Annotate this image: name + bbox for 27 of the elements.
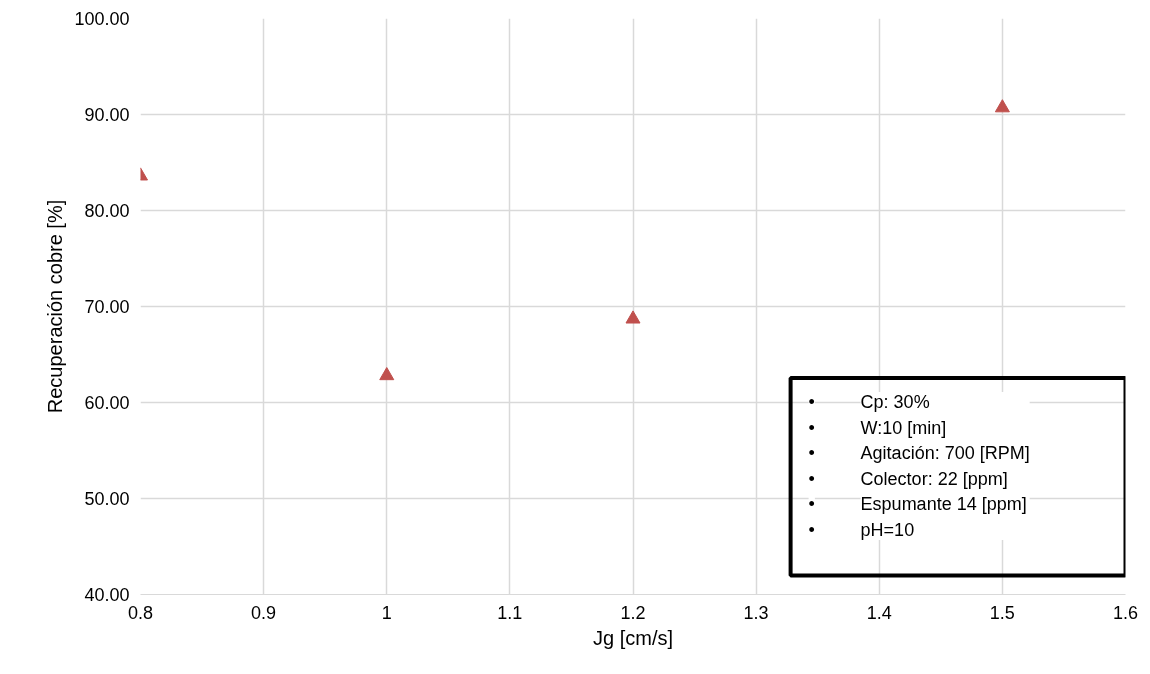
- x-tick-label: 1.2: [620, 602, 646, 623]
- text: • pH=10: [808, 519, 915, 540]
- text: • Agitación: 700 [RPM]: [808, 443, 1030, 464]
- y-tick-label: 90.00: [84, 105, 130, 125]
- y-tick-label: 60.00: [84, 393, 130, 413]
- y-tick-label: 50.00: [84, 489, 130, 509]
- point: [625, 310, 641, 324]
- point: [379, 367, 395, 381]
- text: • W:10 [min]: [808, 417, 947, 438]
- x-tick-label: 1.1: [497, 602, 523, 623]
- point: [994, 99, 1010, 113]
- x-tick-label: 1.5: [989, 602, 1015, 623]
- x-axis-title: Jg [cm/s]: [593, 626, 674, 649]
- text: • Cp: 30%: [808, 391, 930, 412]
- x-tick-label: 0.8: [127, 602, 154, 623]
- x-tick-label: 1.3: [743, 602, 769, 623]
- y-tick-label: 100.00: [74, 9, 130, 29]
- y-tick-label: 40.00: [84, 585, 130, 605]
- x-tick-label: 1: [381, 602, 392, 623]
- y-tick-label: 80.00: [84, 201, 130, 221]
- text: • Colector: 22 [ppm]: [808, 468, 1008, 489]
- x-tick-label: 1.6: [1112, 602, 1139, 623]
- x-tick-label: 1.4: [866, 602, 892, 623]
- text: • Espumante 14 [ppm]: [808, 494, 1027, 515]
- x-tick-label: 0.9: [251, 602, 277, 623]
- y-axis-title: Recuperación cobre [%]: [44, 199, 67, 414]
- y-tick-label: 70.00: [84, 297, 130, 317]
